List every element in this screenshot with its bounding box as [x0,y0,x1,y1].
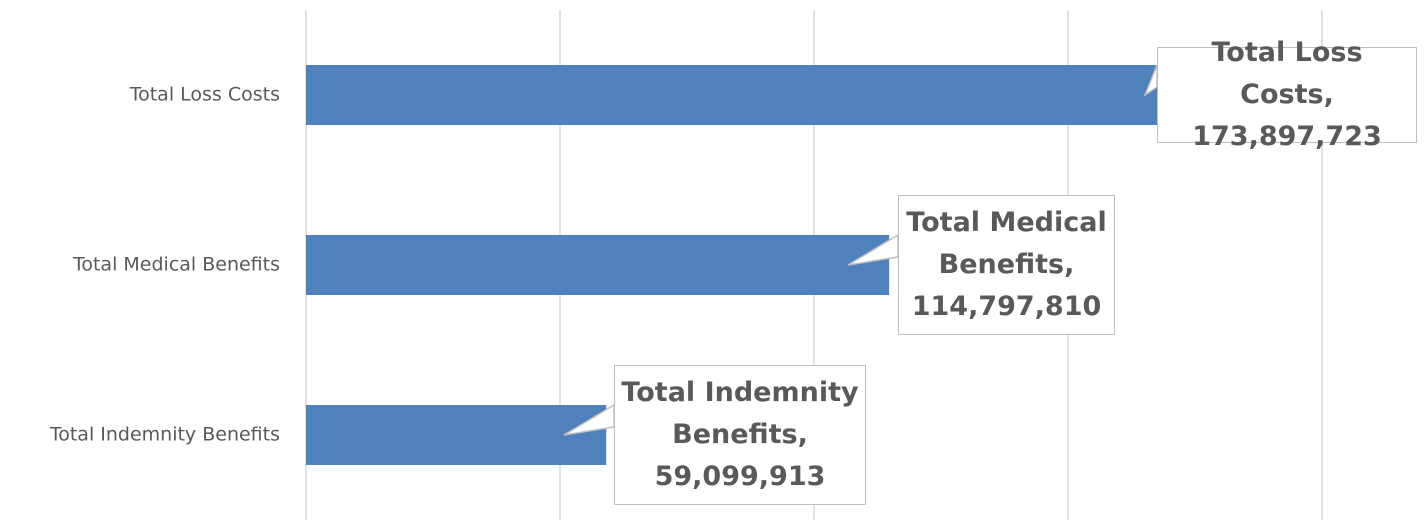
data-label: Total Loss Costs, 173,897,723 [1157,37,1417,152]
bar [306,235,890,295]
bar [306,65,1190,125]
y-tick-label: Total Medical Benefits [72,254,280,276]
y-tick-label: Total Indemnity Benefits [49,424,280,446]
y-tick-label: Total Loss Costs [129,84,280,106]
data-label: Total Indemnity Benefits, 59,099,913 [614,365,866,505]
data-label: Total Medical Benefits, 114,797,810 [898,195,1115,335]
bar [306,405,607,465]
